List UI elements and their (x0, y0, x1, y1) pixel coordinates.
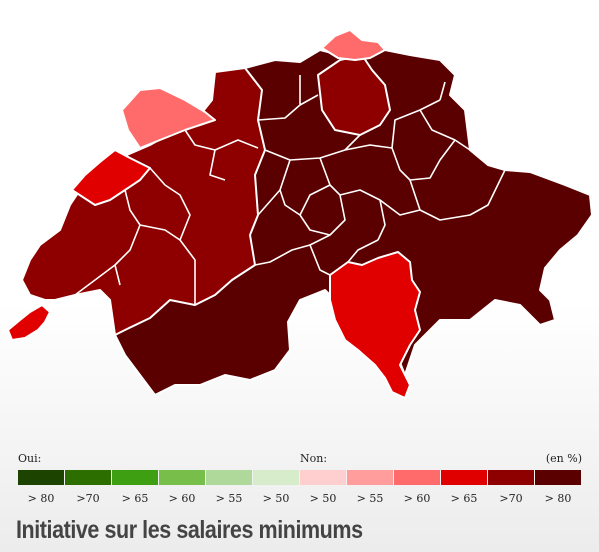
canton-ticino[interactable] (329, 251, 421, 399)
legend-swatches (18, 470, 582, 485)
legend-ticks: > 80 >70 > 65 > 60 > 55 > 50 > 50 > 55 > 60 > 65 >… (18, 492, 582, 505)
legend-swatch (18, 470, 64, 485)
legend-tick-label: > 55 (215, 492, 243, 505)
legend-swatch (441, 470, 487, 485)
legend-tick-label: > 55 (356, 492, 384, 505)
legend-tick-label: > 60 (168, 492, 196, 505)
legend-swatch (300, 470, 346, 485)
legend-header: Oui: Non: (en %) (18, 452, 582, 468)
legend-tick-label: >70 (76, 492, 100, 505)
canton-region-west[interactable] (21, 67, 266, 336)
legend-swatch (159, 470, 205, 485)
switzerland-canton-map (7, 29, 593, 399)
legend-swatch (112, 470, 158, 485)
legend-tick-label: > 80 (544, 492, 572, 505)
legend-tick-label: > 50 (309, 492, 337, 505)
legend-swatch (535, 470, 581, 485)
legend-oui-label: Oui: (18, 452, 42, 465)
legend-tick-label: > 65 (450, 492, 478, 505)
legend-swatch (206, 470, 252, 485)
canton-jura[interactable] (121, 87, 216, 149)
legend-tick-label: > 65 (121, 492, 149, 505)
legend-tick-label: > 50 (262, 492, 290, 505)
legend: Oui: Non: (en %) > 80 >70 > 65 > 60 > 55 > 50… (18, 452, 582, 505)
legend-non-label: Non: (300, 452, 328, 465)
legend-unit-label: (en %) (545, 452, 582, 465)
legend-swatch (253, 470, 299, 485)
legend-tick-label: > 60 (403, 492, 431, 505)
legend-tick-label: > 80 (27, 492, 55, 505)
canton-schaffhausen[interactable] (321, 29, 386, 61)
legend-swatch (394, 470, 440, 485)
page-title: Initiative sur les salaires minimums (16, 516, 363, 544)
legend-swatch (65, 470, 111, 485)
legend-tick-label: >70 (499, 492, 523, 505)
legend-swatch (488, 470, 534, 485)
legend-swatch (347, 470, 393, 485)
canton-geneve[interactable] (7, 304, 51, 341)
